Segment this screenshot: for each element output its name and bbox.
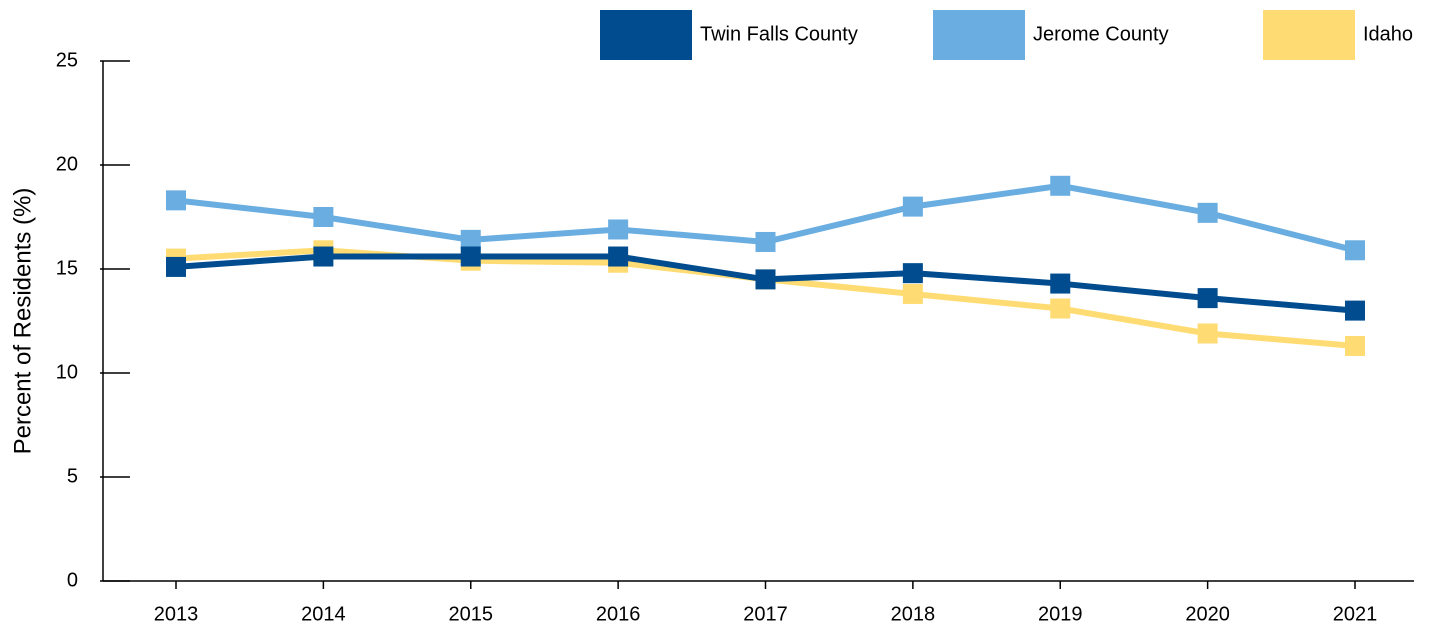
x-tick-label: 2014 — [301, 603, 346, 625]
data-point — [608, 246, 629, 267]
data-point — [1197, 288, 1218, 309]
legend-label: Jerome County — [1033, 23, 1169, 45]
data-point — [1050, 273, 1071, 294]
data-point — [1050, 298, 1071, 319]
data-point — [313, 246, 334, 267]
y-tick-label: 0 — [67, 569, 78, 591]
x-tick-label: 2021 — [1333, 603, 1378, 625]
legend-label: Idaho — [1363, 23, 1413, 45]
y-tick-label: 25 — [56, 49, 78, 71]
data-point — [166, 256, 186, 277]
x-tick-label: 2013 — [154, 603, 199, 625]
x-tick-label: 2018 — [891, 603, 936, 625]
y-axis-label: Percent of Residents (%) — [9, 188, 36, 455]
data-point — [1050, 175, 1071, 196]
data-point — [902, 196, 923, 217]
x-tick-label: 2020 — [1185, 603, 1230, 625]
x-tick-label: 2019 — [1038, 603, 1083, 625]
data-point — [1345, 240, 1365, 261]
data-point — [902, 283, 923, 304]
x-tick-label: 2015 — [449, 603, 494, 625]
data-point — [1345, 300, 1365, 321]
data-point — [460, 229, 481, 250]
y-tick-label: 20 — [56, 153, 78, 175]
data-point — [1197, 202, 1218, 223]
legend-swatch — [1263, 10, 1355, 60]
data-point — [1345, 335, 1365, 356]
y-tick-label: 15 — [56, 257, 78, 279]
data-point — [755, 269, 776, 290]
data-point — [755, 231, 776, 252]
x-tick-label: 2017 — [743, 603, 788, 625]
x-tick-label: 2016 — [596, 603, 641, 625]
data-point — [313, 207, 334, 227]
data-point — [166, 190, 186, 211]
y-tick-label: 10 — [56, 361, 78, 383]
y-tick-label: 5 — [67, 465, 78, 487]
legend-label: Twin Falls County — [700, 23, 858, 45]
data-point — [608, 219, 629, 240]
data-point — [460, 246, 481, 267]
data-point — [1197, 323, 1218, 344]
legend-swatch — [600, 10, 692, 60]
data-point — [902, 263, 923, 284]
legend-swatch — [933, 10, 1025, 60]
